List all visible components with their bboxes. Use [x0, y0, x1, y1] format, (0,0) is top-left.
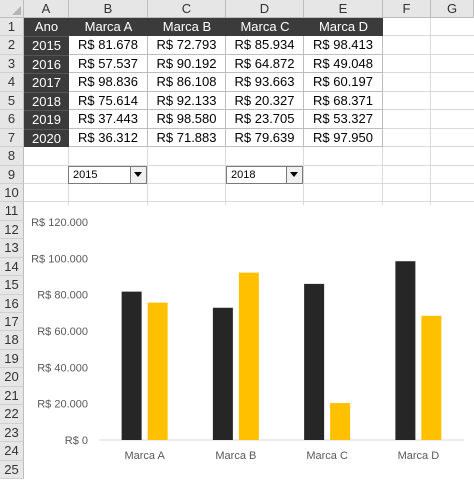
column-header-b[interactable]: B [69, 0, 148, 18]
row-header-20[interactable]: 20 [0, 368, 24, 387]
column-header-a[interactable]: A [24, 0, 69, 18]
value-cell[interactable]: R$ 86.108 [148, 73, 226, 92]
row-header-19[interactable]: 19 [0, 349, 24, 369]
row-header-18[interactable]: 18 [0, 331, 24, 350]
value-cell[interactable]: R$ 72.793 [148, 36, 226, 55]
y-tick-label: R$ 80.000 [37, 290, 88, 302]
bar-series-1-marca-a[interactable] [121, 291, 142, 440]
row-header-13[interactable]: 13 [0, 239, 24, 258]
row-header-4[interactable]: 4 [0, 73, 24, 92]
header-cell-marca-b[interactable]: Marca B [148, 18, 226, 37]
y-tick-label: R$ 120.000 [31, 217, 88, 229]
header-cell-marca-c[interactable]: Marca C [226, 18, 304, 37]
year-cell[interactable]: 2016 [24, 54, 69, 74]
bar-series-1-marca-d[interactable] [395, 261, 416, 440]
header-cell-ano[interactable]: Ano [24, 18, 69, 37]
year-dropdown-right-value: 2018 [231, 169, 256, 181]
bar-series-2-marca-c[interactable] [330, 403, 351, 440]
year-cell[interactable]: 2018 [24, 91, 69, 111]
value-cell[interactable]: R$ 68.371 [304, 91, 383, 111]
value-cell[interactable]: R$ 97.950 [304, 128, 383, 148]
select-all-corner[interactable] [0, 0, 24, 18]
row-header-12[interactable]: 12 [0, 220, 24, 240]
x-tick-label: Marca A [124, 450, 165, 462]
y-tick-label: R$ 100.000 [31, 253, 88, 265]
row-header-21[interactable]: 21 [0, 386, 24, 406]
bar-chart[interactable]: R$ 0 R$ 20.000 R$ 40.000 R$ 60.000 R$ 80.000… [24, 205, 474, 479]
header-cell-marca-a[interactable]: Marca A [69, 18, 148, 37]
row-header-1[interactable]: 1 [0, 18, 24, 37]
value-cell[interactable]: R$ 93.663 [226, 73, 304, 92]
chevron-down-icon[interactable] [130, 167, 146, 183]
column-header-c[interactable]: C [148, 0, 226, 18]
value-cell[interactable]: R$ 98.413 [304, 36, 383, 55]
bar-chart-canvas: R$ 0 R$ 20.000 R$ 40.000 R$ 60.000 R$ 80.000… [31, 217, 464, 462]
column-header-g[interactable]: G [431, 0, 474, 18]
column-header-d[interactable]: D [226, 0, 304, 18]
value-cell[interactable]: R$ 36.312 [69, 128, 148, 148]
gridline-row [24, 164, 474, 166]
year-cell[interactable]: 2015 [24, 36, 69, 55]
y-tick-label: R$ 40.000 [37, 362, 88, 374]
row-header-16[interactable]: 16 [0, 294, 24, 314]
value-cell[interactable]: R$ 79.639 [226, 128, 304, 148]
value-cell[interactable]: R$ 85.934 [226, 36, 304, 55]
bar-series-1-marca-c[interactable] [304, 283, 325, 440]
value-cell[interactable]: R$ 71.883 [148, 128, 226, 148]
column-header-e[interactable]: E [304, 0, 383, 18]
gridline-row [24, 201, 474, 203]
y-tick-label: R$ 20.000 [37, 399, 88, 411]
value-cell[interactable]: R$ 75.614 [69, 91, 148, 111]
row-header-6[interactable]: 6 [0, 110, 24, 129]
y-tick-label: R$ 0 [65, 435, 88, 447]
row-header-24[interactable]: 24 [0, 442, 24, 461]
year-dropdown-right[interactable]: 2018 [226, 166, 303, 184]
row-header-14[interactable]: 14 [0, 257, 24, 277]
row-header-2[interactable]: 2 [0, 36, 24, 55]
value-cell[interactable]: R$ 64.872 [226, 54, 304, 74]
year-dropdown-left[interactable]: 2015 [68, 166, 147, 184]
value-cell[interactable]: R$ 23.705 [226, 110, 304, 129]
value-cell[interactable]: R$ 98.580 [148, 110, 226, 129]
x-tick-label: Marca B [215, 450, 256, 462]
column-header-f[interactable]: F [383, 0, 431, 18]
value-cell[interactable]: R$ 90.192 [148, 54, 226, 74]
year-cell[interactable]: 2017 [24, 73, 69, 92]
chevron-down-icon[interactable] [286, 167, 302, 183]
bar-series-2-marca-d[interactable] [421, 315, 442, 440]
row-header-15[interactable]: 15 [0, 276, 24, 295]
value-cell[interactable]: R$ 92.133 [148, 91, 226, 111]
row-header-25[interactable]: 25 [0, 460, 24, 479]
row-header-9[interactable]: 9 [0, 165, 24, 184]
x-tick-label: Marca C [306, 450, 348, 462]
row-header-11[interactable]: 11 [0, 202, 24, 221]
year-cell[interactable]: 2019 [24, 110, 69, 129]
bar-series-2-marca-a[interactable] [147, 302, 168, 440]
value-cell[interactable]: R$ 37.443 [69, 110, 148, 129]
year-dropdown-left-value: 2015 [73, 169, 98, 181]
row-header-8[interactable]: 8 [0, 147, 24, 166]
value-cell[interactable]: R$ 98.836 [69, 73, 148, 92]
value-cell[interactable]: R$ 60.197 [304, 73, 383, 92]
x-tick-label: Marca D [398, 450, 440, 462]
value-cell[interactable]: R$ 20.327 [226, 91, 304, 111]
year-cell[interactable]: 2020 [24, 128, 69, 148]
y-tick-label: R$ 60.000 [37, 326, 88, 338]
row-header-5[interactable]: 5 [0, 91, 24, 111]
row-header-3[interactable]: 3 [0, 54, 24, 74]
value-cell[interactable]: R$ 81.678 [69, 36, 148, 55]
row-header-22[interactable]: 22 [0, 405, 24, 424]
row-header-10[interactable]: 10 [0, 183, 24, 203]
value-cell[interactable]: R$ 53.327 [304, 110, 383, 129]
row-header-17[interactable]: 17 [0, 313, 24, 332]
bar-series-2-marca-b[interactable] [238, 272, 259, 440]
row-header-7[interactable]: 7 [0, 128, 24, 148]
value-cell[interactable]: R$ 49.048 [304, 54, 383, 74]
row-header-23[interactable]: 23 [0, 423, 24, 443]
bar-series-1-marca-b[interactable] [212, 307, 233, 440]
value-cell[interactable]: R$ 57.537 [69, 54, 148, 74]
header-cell-marca-d[interactable]: Marca D [304, 18, 383, 37]
